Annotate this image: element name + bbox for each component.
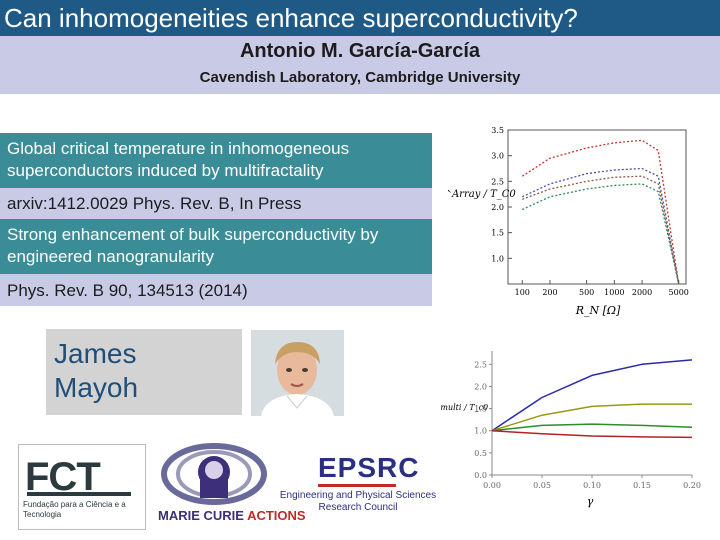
chart2-ylabel: T_c^multi / T_c0 [440, 403, 488, 412]
marie-curie-actions: ACTIONS [247, 508, 306, 523]
portrait-icon [251, 330, 344, 416]
chart2-lines [491, 359, 693, 439]
fct-logo: FCT Fundação para a Ciência e a Tecnolog… [18, 444, 146, 530]
marie-curie-text: MARIE CURIE [158, 508, 244, 523]
fct-underline [27, 492, 131, 496]
chart2-ytick-label: 0.5 [474, 449, 487, 458]
marie-curie-emblem-icon [161, 443, 267, 505]
chart2-xtick-label: 0.10 [583, 481, 601, 490]
chart1-ytick-label: 2.5 [491, 177, 504, 186]
author-banner: Antonio M. García-García Cavendish Labor… [0, 36, 720, 94]
chart1-ytick-label: 1.5 [491, 229, 504, 238]
chart1-ytick-label: 3.0 [491, 152, 504, 161]
chart1-xtick-label: 5000 [669, 288, 689, 297]
chart1-xtick-label: 200 [542, 288, 557, 297]
chart2-ytick-label: 2.5 [474, 360, 487, 369]
collaborator-last-name: Mayoh [54, 372, 139, 403]
chart-tc-vs-gamma: 0.0 0.5 1.0 1.5 2.0 2.5 0.00 0.05 0.10 0.15 0.20 γ… [440, 351, 701, 508]
fct-subtitle: Fundação para a Ciência e a Tecnologia [23, 500, 126, 519]
paper-2-reference: Phys. Rev. B 90, 134513 (2014) [0, 274, 432, 306]
chart2-xtick-label: 0.05 [533, 481, 551, 490]
author-name: Antonio M. García-García [239, 40, 481, 62]
chart2-ytick-label: 1.5 [474, 405, 487, 414]
chart1-series-line [521, 183, 680, 285]
chart1-xtick-label: 100 [515, 288, 530, 297]
chart2-series-line [491, 403, 692, 432]
chart2-xtick-label: 0.20 [683, 481, 701, 490]
paper-2-title: Strong enhancement of bulk superconducti… [0, 219, 432, 274]
chart2-series-line [491, 429, 693, 439]
chart1-ytick-label: 2.0 [491, 203, 504, 212]
epsrc-line-1: Engineering and Physical Sciences [279, 490, 437, 501]
epsrc-line-2: Research Council [318, 502, 398, 513]
chart1-ticks: 1.0 1.5 2.0 2.5 3.0 3.5 100 200 500 1000 2000 5000 [491, 126, 689, 297]
chart1-series-line [521, 139, 680, 285]
chart2-series-line [491, 359, 693, 432]
marie-curie-label: MARIE CURIE ACTIONS [158, 508, 306, 523]
slide-title: Can inhomogeneities enhance superconduct… [0, 0, 720, 36]
collaborator-first-name: James [54, 338, 137, 369]
chart1-xlabel: R_N [Ω] [575, 304, 621, 317]
chart2-axes [491, 351, 692, 476]
paper-1-reference: arxiv:1412.0029 Phys. Rev. B, In Press [0, 188, 432, 219]
chart1-ytick-label: 1.0 [491, 254, 504, 263]
epsrc-subtitle: Engineering and Physical Sciences Resear… [272, 490, 444, 514]
chart1-series-line [521, 167, 680, 285]
chart1-lines [521, 139, 680, 285]
chart2-xtick-label: 0.15 [633, 481, 651, 490]
chart1-ytick-label: 3.5 [491, 126, 504, 135]
chart2-series-line [491, 423, 693, 432]
chart2-xlabel: γ [587, 495, 594, 508]
chart1-ylabel: T_C^Array / T_C0 [448, 189, 516, 200]
collaborator-photo [251, 330, 344, 416]
paper-1-title: Global critical temperature in inhomogen… [0, 133, 432, 188]
epsrc-underline [318, 484, 396, 487]
chart2-xtick-label: 0.00 [483, 481, 501, 490]
chart2-ytick-label: 0.0 [474, 471, 487, 480]
affiliation: Cavendish Laboratory, Cambridge Universi… [199, 69, 521, 86]
fct-mark: FCT [25, 455, 101, 499]
chart2-ytick-label: 2.0 [474, 382, 487, 391]
chart1-xtick-label: 2000 [632, 288, 652, 297]
chart1-xtick-label: 500 [579, 288, 594, 297]
chart2-ytick-label: 1.0 [474, 427, 487, 436]
epsrc-mark: EPSRC [318, 452, 420, 483]
chart2-ticks: 0.0 0.5 1.0 1.5 2.0 2.5 0.00 0.05 0.10 0.15 0.20 [474, 360, 701, 490]
chart1-series-line [522, 175, 680, 285]
collaborator-card: James Mayoh [46, 329, 242, 415]
chart1-xtick-label: 1000 [604, 288, 624, 297]
